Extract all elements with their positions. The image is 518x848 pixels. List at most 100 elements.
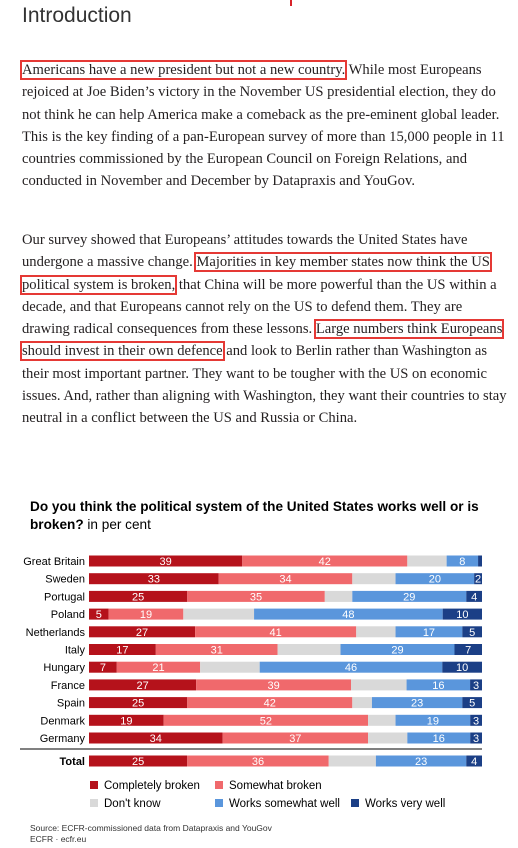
source-line: Source: ECFR-commissioned data from Data… — [30, 823, 272, 833]
value-label: 10 — [456, 609, 468, 621]
legend-label: Somewhat broken — [229, 780, 322, 792]
legend-label: Works somewhat well — [229, 798, 340, 810]
value-label: 52 — [260, 715, 272, 727]
bar-segment — [200, 661, 260, 673]
value-label: 5 — [469, 698, 475, 710]
bar-segment — [395, 714, 471, 726]
paragraph-2-text-1: Our survey showed that Europeans’ attitu… — [22, 232, 468, 271]
bar-segment — [395, 626, 463, 638]
legend-item: Works very well — [351, 798, 445, 810]
bar-segment — [187, 755, 329, 767]
paragraph-2: Our survey showed that Europeans’ attitu… — [19, 229, 507, 430]
chart-subtitle: in per cent — [87, 517, 151, 532]
value-label: 25 — [132, 756, 144, 768]
bar-segment — [196, 679, 351, 691]
value-label: 4 — [471, 591, 477, 603]
value-label: 29 — [391, 645, 403, 657]
bar-segment — [254, 608, 443, 620]
value-label: 27 — [136, 627, 148, 639]
category-label: Netherlands — [26, 627, 86, 639]
legend-swatch — [215, 781, 223, 789]
paragraph-2-text-3: and look to Berlin rather than Washingto… — [22, 343, 507, 427]
bar-segment — [183, 608, 255, 620]
value-label: 46 — [345, 662, 357, 674]
value-label: 27 — [136, 680, 148, 692]
value-label: 23 — [411, 698, 423, 710]
bar-segment — [368, 732, 408, 744]
value-label: 29 — [403, 591, 415, 603]
bar-segment — [116, 661, 201, 673]
bar-segment — [163, 714, 369, 726]
chart-title: Do you think the political system of the… — [30, 498, 500, 534]
category-label: Hungary — [43, 662, 85, 674]
bar-segment — [155, 644, 278, 655]
value-label: 41 — [270, 627, 282, 639]
legend-item: Completely broken — [90, 780, 200, 792]
category-label: Great Britain — [23, 556, 85, 568]
value-label: 7 — [465, 645, 471, 657]
value-label: 33 — [148, 574, 160, 586]
bar-segment — [474, 573, 482, 585]
bar-segment — [324, 590, 353, 602]
legend-item: Don't know — [90, 798, 161, 810]
bar-segment — [368, 714, 396, 726]
bar-segment — [406, 679, 471, 691]
legend-item: Somewhat broken — [215, 780, 322, 792]
publisher-line: ECFR · ecfr.eu — [30, 834, 87, 844]
bar-segment — [89, 714, 164, 726]
highlight-us-system-broken: Majorities in key member states now thin… — [20, 252, 492, 295]
value-label: 37 — [289, 733, 301, 745]
value-label: 19 — [120, 715, 132, 727]
bar-segment — [89, 755, 188, 767]
bar-segment — [89, 732, 223, 744]
legend-label: Completely broken — [104, 780, 200, 792]
value-label: 25 — [132, 698, 144, 710]
value-label: 23 — [415, 756, 427, 768]
bar-segment — [470, 732, 482, 744]
bar-segment — [89, 555, 243, 567]
bar-segment — [375, 755, 467, 767]
value-label: 7 — [100, 662, 106, 674]
bar-segment — [478, 555, 482, 567]
value-label: 39 — [267, 680, 279, 692]
bar-segment — [442, 661, 482, 673]
category-label: Denmark — [40, 715, 85, 727]
value-label: 48 — [342, 609, 354, 621]
value-label: 10 — [456, 662, 468, 674]
highlight-invest-defence: Large numbers think Europeans should inv… — [19, 319, 505, 362]
value-label: 17 — [116, 645, 128, 657]
legend-label: Works very well — [365, 798, 446, 810]
value-label: 17 — [423, 627, 435, 639]
section-heading: Introduction — [22, 4, 132, 27]
bar-segment — [187, 697, 353, 709]
bar-segment — [352, 590, 467, 602]
bar-segment — [89, 644, 156, 655]
value-label: 16 — [432, 680, 444, 692]
bar-segment — [222, 732, 369, 744]
bar-segment — [89, 608, 109, 620]
category-label: France — [51, 680, 85, 692]
legend-swatch — [90, 781, 98, 789]
bar-segment — [462, 626, 482, 638]
value-label: 36 — [252, 756, 264, 768]
legend-label: Don't know — [104, 798, 161, 810]
bar-segment — [356, 626, 396, 638]
legend-swatch — [215, 799, 223, 807]
value-label: 8 — [459, 556, 465, 568]
bar-segment — [470, 714, 482, 726]
value-label: 35 — [250, 591, 262, 603]
bar-segment — [195, 626, 357, 638]
bar-segment — [462, 697, 482, 709]
bar-segment — [454, 644, 482, 655]
category-label: Total — [60, 756, 85, 768]
bar-segment — [328, 755, 376, 767]
value-label: 31 — [211, 645, 223, 657]
highlight-new-president: Americans have a new president but not a… — [19, 60, 348, 80]
red-accent-mark — [290, 0, 292, 6]
category-label: Portugal — [44, 591, 85, 603]
value-label: 19 — [140, 609, 152, 621]
bar-segment — [470, 679, 482, 691]
value-label: 2 — [475, 574, 481, 586]
value-label: 3 — [473, 715, 479, 727]
